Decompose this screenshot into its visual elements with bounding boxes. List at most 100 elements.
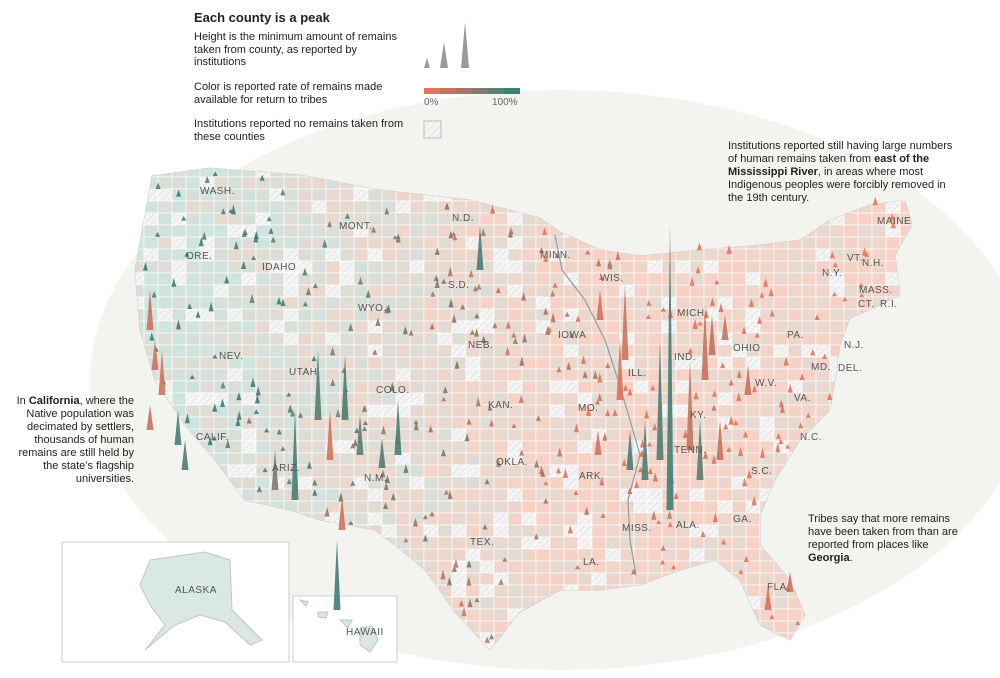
county-peak <box>599 477 605 486</box>
county-cell <box>759 476 775 490</box>
county-cell <box>269 212 285 226</box>
county-cell <box>241 476 257 490</box>
county-peak <box>378 438 386 468</box>
county-cell <box>521 584 537 598</box>
county-peak <box>444 202 450 210</box>
county-cell <box>745 476 761 490</box>
county-peak <box>859 293 865 298</box>
county-cell <box>479 608 495 622</box>
state-label-ny: N.Y. <box>822 268 843 279</box>
county-cell <box>745 416 761 430</box>
county-peak <box>518 394 524 403</box>
county-cell <box>605 428 621 442</box>
county-cell <box>269 236 285 250</box>
county-cell <box>157 200 173 214</box>
county-peak <box>696 242 702 251</box>
county-cell <box>521 536 537 550</box>
county-cell <box>759 644 775 650</box>
county-peak <box>441 396 447 402</box>
county-cell <box>731 284 747 298</box>
county-peak <box>667 521 673 528</box>
county-cell <box>549 380 565 394</box>
county-cell <box>423 212 439 226</box>
county-cell <box>437 536 453 550</box>
county-cell <box>255 248 271 262</box>
county-peak <box>287 404 293 413</box>
county-peak <box>253 409 259 414</box>
county-cell <box>493 500 509 514</box>
county-cell <box>675 548 691 562</box>
county-cell <box>241 200 257 214</box>
county-cell <box>493 560 509 574</box>
county-peak <box>751 495 757 506</box>
county-cell <box>507 380 523 394</box>
legend-no-remains-text: Institutions reported no remains taken f… <box>194 118 404 143</box>
county-cell <box>283 392 299 406</box>
county-cell <box>787 344 803 358</box>
county-cell <box>325 356 341 370</box>
county-peak <box>720 362 726 369</box>
county-cell <box>549 404 565 418</box>
county-cell <box>269 428 285 442</box>
county-cell <box>871 644 887 650</box>
county-cell <box>311 344 327 358</box>
county-peak <box>490 204 496 214</box>
county-cell <box>437 500 453 514</box>
county-cell <box>815 380 831 394</box>
county-peak <box>697 321 703 326</box>
state-label-va: VA. <box>794 393 811 404</box>
county-cell <box>759 296 775 310</box>
county-cell <box>227 284 243 298</box>
county-cell <box>213 368 229 382</box>
county-cell <box>647 272 663 286</box>
county-cell <box>143 188 159 202</box>
county-cell <box>577 572 593 586</box>
county-cell <box>157 260 173 274</box>
county-cell <box>759 332 775 346</box>
county-cell <box>675 332 691 346</box>
state-label-ore: ORE. <box>186 251 213 262</box>
county-cell <box>633 536 649 550</box>
county-cell <box>605 464 621 478</box>
county-cell <box>633 272 649 286</box>
county-peak <box>652 423 658 431</box>
county-cell <box>381 440 397 454</box>
county-cell <box>787 356 803 370</box>
county-cell <box>199 392 215 406</box>
state-label-tenn: TENN. <box>674 445 707 456</box>
county-peak <box>647 441 653 447</box>
county-peak <box>712 512 718 523</box>
county-peak <box>344 213 350 219</box>
county-cell <box>493 224 509 238</box>
county-cell <box>465 224 481 238</box>
county-cell <box>381 248 397 262</box>
county-cell <box>773 284 789 298</box>
county-cell <box>381 416 397 430</box>
county-cell <box>451 536 467 550</box>
county-cell <box>493 236 509 250</box>
county-cell <box>815 620 831 634</box>
county-cell <box>213 236 229 250</box>
county-peak <box>692 319 698 329</box>
color-scale-step <box>456 88 472 94</box>
county-cell <box>395 524 411 538</box>
county-cell <box>311 464 327 478</box>
county-cell <box>493 596 509 610</box>
county-peak <box>519 449 525 456</box>
county-cell <box>367 272 383 286</box>
county-peak <box>746 469 752 479</box>
county-cell <box>437 524 453 538</box>
color-scale-min-label: 0% <box>424 97 439 108</box>
county-cell <box>577 416 593 430</box>
county-peak <box>276 428 282 435</box>
county-cell <box>549 344 565 358</box>
county-cell <box>255 320 271 334</box>
county-cell <box>241 368 257 382</box>
county-cell <box>493 512 509 526</box>
county-cell <box>591 488 607 502</box>
annotation-east-mississippi: Institutions reported still having large… <box>728 140 953 204</box>
county-peak <box>872 197 878 206</box>
county-cell <box>409 308 425 322</box>
county-cell <box>675 320 691 334</box>
county-peak <box>440 569 446 580</box>
